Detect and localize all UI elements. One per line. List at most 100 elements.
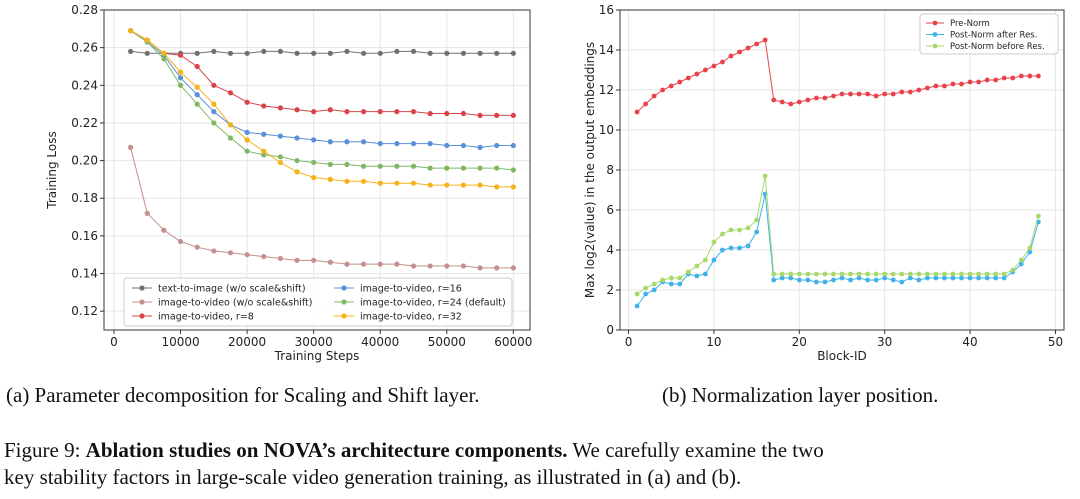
x-tick-label: 40000 — [361, 335, 399, 349]
data-point — [1027, 73, 1033, 79]
data-point — [211, 48, 217, 55]
data-point — [967, 275, 973, 281]
data-point — [510, 142, 516, 149]
x-tick-label: 0 — [625, 335, 633, 349]
data-point — [161, 50, 167, 56]
data-point — [460, 263, 467, 269]
data-point — [1035, 213, 1041, 219]
x-tick-label: 10000 — [161, 335, 199, 349]
data-point — [427, 263, 433, 269]
data-point — [805, 277, 811, 283]
y-axis-label: Max log2(value) in the output embeddings — [583, 42, 597, 298]
data-point — [344, 139, 350, 145]
data-point — [882, 271, 888, 277]
data-point — [327, 107, 333, 113]
data-point — [194, 92, 200, 98]
data-point — [427, 110, 433, 117]
data-point — [344, 48, 350, 55]
data-point — [211, 109, 217, 115]
data-point — [976, 275, 982, 281]
series-line-4 — [130, 30, 514, 171]
data-point — [494, 165, 500, 171]
data-point — [822, 95, 828, 101]
data-point — [668, 275, 674, 281]
data-point — [377, 50, 383, 56]
data-point — [993, 77, 999, 83]
data-point — [805, 97, 811, 103]
data-point — [261, 253, 267, 260]
data-point — [848, 91, 853, 97]
data-point — [427, 141, 433, 147]
data-point — [813, 271, 819, 277]
data-point — [651, 281, 657, 287]
legend-swatch-marker — [932, 20, 938, 26]
data-point — [916, 87, 922, 93]
x-tick-label: 40 — [962, 335, 977, 349]
data-point — [377, 261, 383, 267]
data-point — [702, 271, 708, 277]
data-point — [745, 45, 751, 51]
legend-label: image-to-video, r=24 (default) — [360, 298, 506, 309]
data-point — [1018, 257, 1024, 263]
data-point — [643, 285, 649, 291]
x-axis-label: Block-ID — [817, 349, 867, 363]
data-point — [410, 141, 417, 147]
data-point — [942, 83, 947, 89]
data-point — [294, 169, 300, 175]
data-point — [976, 79, 982, 85]
x-tick-label: 50000 — [428, 335, 466, 349]
data-point — [796, 277, 802, 283]
data-point — [856, 91, 862, 97]
data-point — [494, 265, 500, 271]
data-point — [728, 245, 734, 251]
data-point — [950, 271, 956, 277]
data-point — [848, 271, 853, 277]
data-point — [771, 277, 777, 283]
data-point — [360, 50, 367, 56]
data-point — [771, 97, 777, 103]
data-point — [477, 165, 483, 171]
data-point — [950, 81, 956, 87]
data-point — [720, 247, 725, 253]
data-point — [444, 110, 450, 117]
data-point — [822, 279, 828, 285]
data-point — [976, 271, 982, 277]
figure-caption-rest: We carefully examine the two — [567, 438, 824, 462]
data-point — [873, 277, 879, 283]
data-point — [377, 163, 383, 169]
data-point — [702, 257, 708, 263]
data-point — [261, 131, 267, 137]
data-point — [779, 99, 785, 105]
data-point — [410, 109, 417, 115]
data-point — [754, 217, 760, 223]
data-point — [813, 95, 819, 101]
data-point — [711, 257, 717, 263]
data-point — [244, 99, 250, 105]
data-point — [694, 273, 700, 279]
data-point — [194, 63, 200, 70]
data-point — [510, 112, 516, 119]
data-point — [177, 52, 184, 58]
data-point — [907, 275, 913, 281]
data-point — [984, 275, 990, 281]
data-point — [660, 87, 666, 93]
data-point — [839, 271, 845, 277]
data-point — [643, 101, 649, 107]
x-tick-label: 20000 — [228, 335, 266, 349]
data-point — [261, 103, 267, 109]
data-point — [410, 163, 417, 169]
data-point — [831, 277, 836, 283]
x-tick-label: 0 — [110, 335, 118, 349]
data-point — [311, 109, 317, 115]
data-point — [728, 53, 734, 59]
data-point — [394, 109, 400, 115]
data-point — [344, 161, 350, 167]
legend-swatch-marker — [932, 32, 938, 37]
data-point — [754, 41, 760, 47]
data-point — [177, 82, 184, 88]
data-point — [1010, 267, 1016, 273]
data-point — [510, 50, 516, 56]
data-point — [161, 56, 167, 62]
data-point — [924, 271, 930, 277]
data-point — [720, 59, 725, 65]
